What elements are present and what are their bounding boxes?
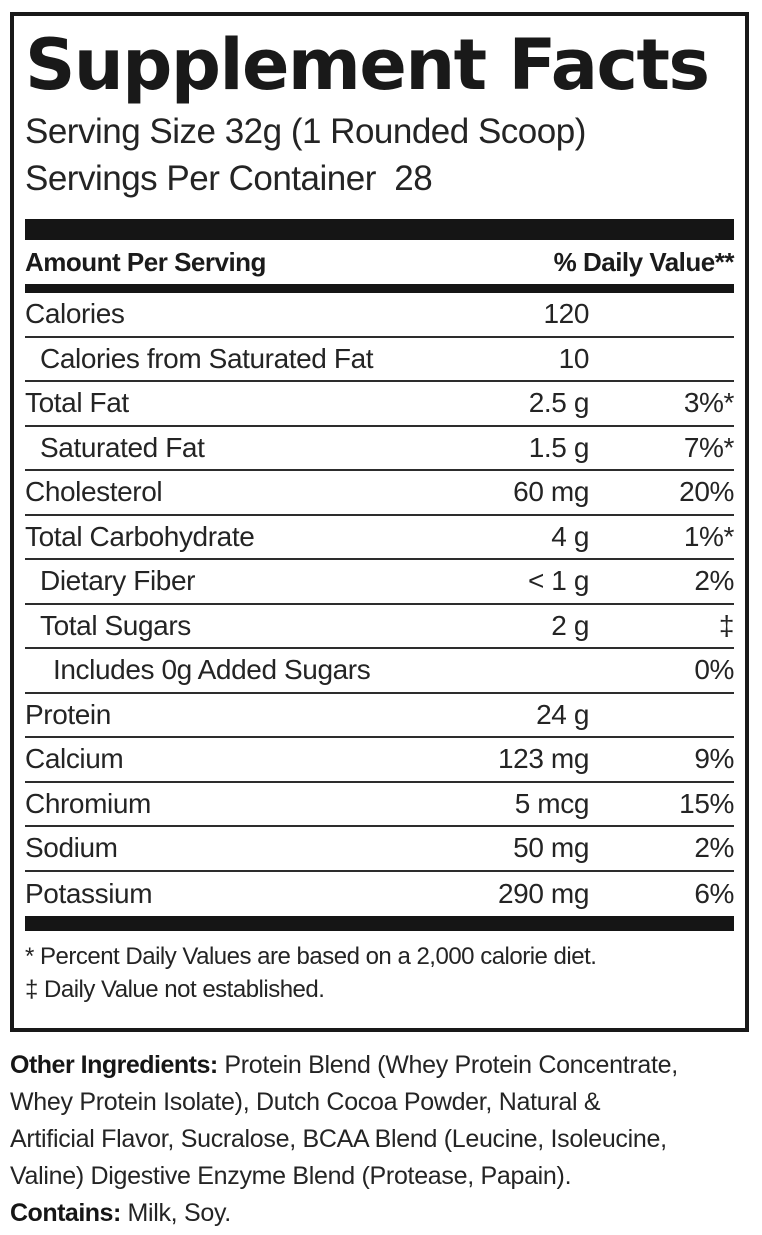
nutrient-amount: 290 mg xyxy=(498,877,589,909)
nutrient-name: Calcium xyxy=(25,743,124,775)
nutrient-dv: 9% xyxy=(694,743,734,775)
nutrient-row-total-sugars: Total Sugars 2 g ‡ xyxy=(25,605,735,649)
divider-below-header xyxy=(25,284,734,293)
contains-text: Milk, Soy. xyxy=(127,1199,231,1227)
nutrient-name: Total Carbohydrate xyxy=(25,520,255,552)
nutrient-dv: 1%* xyxy=(683,520,735,552)
nutrient-amount: 10 xyxy=(558,342,590,374)
nutrient-name: Calories from Saturated Fat xyxy=(40,342,374,374)
nutrient-dv: 0% xyxy=(694,654,734,686)
other-ingredients-line: Whey Protein Isolate), Dutch Cocoa Powde… xyxy=(10,1088,601,1116)
nutrient-amount: < 1 g xyxy=(527,565,589,597)
daily-value-header: % Daily Value** xyxy=(553,246,735,277)
nutrient-dv: 7%* xyxy=(683,431,735,463)
nutrient-row-calories-from-saturated-fat: Calories from Saturated Fat 10 xyxy=(25,338,734,382)
footnotes: * Percent Daily Values are based on a 2,… xyxy=(25,940,734,1006)
thick-divider-bottom xyxy=(25,916,734,931)
nutrient-amount: 2 g xyxy=(551,609,589,641)
nutrient-row-chromium: Chromium 5 mcg 15% xyxy=(25,783,734,827)
nutrient-row-cholesterol: Cholesterol 60 mg 20% xyxy=(25,471,734,516)
footnote-not-established: ‡ Daily Value not established. xyxy=(25,976,325,1003)
nutrient-row-saturated-fat: Saturated Fat 1.5 g 7%* xyxy=(25,427,735,471)
nutrient-name: Dietary Fiber xyxy=(40,565,196,597)
contains-line: Contains: Milk, Soy. xyxy=(10,1195,758,1232)
nutrient-row-total-fat: Total Fat 2.5 g 3%* xyxy=(25,382,734,427)
nutrient-name: Total Fat xyxy=(25,387,129,419)
nutrient-row-total-carbohydrate: Total Carbohydrate 4 g 1%* xyxy=(25,516,735,560)
nutrient-row-added-sugars: Includes 0g Added Sugars 0% xyxy=(25,649,734,694)
ingredients-section: Other Ingredients: Protein Blend (Whey P… xyxy=(10,1047,758,1232)
nutrient-amount: 2.5 g xyxy=(528,387,590,419)
serving-size: Serving Size 32g (1 Rounded Scoop) xyxy=(25,112,586,151)
thick-divider-top xyxy=(25,219,734,240)
other-ingredients-line: Valine) Digestive Enzyme Blend (Protease… xyxy=(10,1162,572,1190)
supplement-facts-box: Supplement Facts Serving Size 32g (1 Rou… xyxy=(10,12,749,1032)
nutrient-row-potassium: Potassium 290 mg 6% xyxy=(25,872,734,917)
nutrient-name: Sodium xyxy=(25,832,118,864)
nutrient-dv: 3%* xyxy=(683,387,735,419)
nutrient-amount: 120 xyxy=(543,298,589,330)
nutrient-amount: 24 g xyxy=(536,698,589,730)
nutrient-dv: 20% xyxy=(679,476,734,508)
contains-label: Contains: xyxy=(10,1199,121,1227)
nutrient-table: Calories 120 Calories from Saturated Fat… xyxy=(25,293,734,916)
nutrient-row-sodium: Sodium 50 mg 2% xyxy=(25,827,734,872)
nutrient-name: Protein xyxy=(25,698,111,730)
nutrient-amount: 1.5 g xyxy=(528,431,590,463)
nutrient-name: Total Sugars xyxy=(40,609,191,641)
nutrient-dv: 2% xyxy=(694,565,734,597)
nutrient-amount: 4 g xyxy=(551,520,589,552)
nutrient-name: Cholesterol xyxy=(25,476,163,508)
nutrient-amount: 60 mg xyxy=(513,476,589,508)
nutrient-name: Includes 0g Added Sugars xyxy=(53,654,371,686)
nutrient-dv: 15% xyxy=(679,787,734,819)
nutrient-dv: ‡ xyxy=(718,609,735,641)
label-title: Supplement Facts xyxy=(25,24,710,106)
servings-per-container: Servings Per Container 28 xyxy=(25,159,433,198)
nutrient-row-calcium: Calcium 123 mg 9% xyxy=(25,738,734,783)
column-header-row: Amount Per Serving % Daily Value** xyxy=(25,240,735,284)
nutrient-row-calories: Calories 120 xyxy=(25,293,734,338)
amount-per-serving-header: Amount Per Serving xyxy=(25,246,266,277)
other-ingredients-line: Artificial Flavor, Sucralose, BCAA Blend… xyxy=(10,1125,667,1153)
nutrient-name: Calories xyxy=(25,298,125,330)
nutrient-dv: 2% xyxy=(694,832,734,864)
footnote-percent-dv: * Percent Daily Values are based on a 2,… xyxy=(25,943,597,970)
nutrient-name: Potassium xyxy=(25,877,153,909)
nutrient-name: Chromium xyxy=(25,787,151,819)
other-ingredients-label: Other Ingredients: xyxy=(10,1051,218,1079)
other-ingredients-text: Protein Blend (Whey Protein Concentrate, xyxy=(224,1051,678,1079)
nutrient-amount: 123 mg xyxy=(498,743,589,775)
nutrient-amount: 50 mg xyxy=(513,832,589,864)
nutrient-row-dietary-fiber: Dietary Fiber < 1 g 2% xyxy=(25,560,734,605)
other-ingredients-line: Other Ingredients: Protein Blend (Whey P… xyxy=(10,1047,758,1084)
nutrient-name: Saturated Fat xyxy=(40,431,205,463)
nutrient-amount: 5 mcg xyxy=(514,787,590,819)
nutrient-dv: 6% xyxy=(694,877,734,909)
label-content: Supplement Facts Serving Size 32g (1 Rou… xyxy=(14,28,745,1006)
nutrient-row-protein: Protein 24 g xyxy=(25,694,734,738)
